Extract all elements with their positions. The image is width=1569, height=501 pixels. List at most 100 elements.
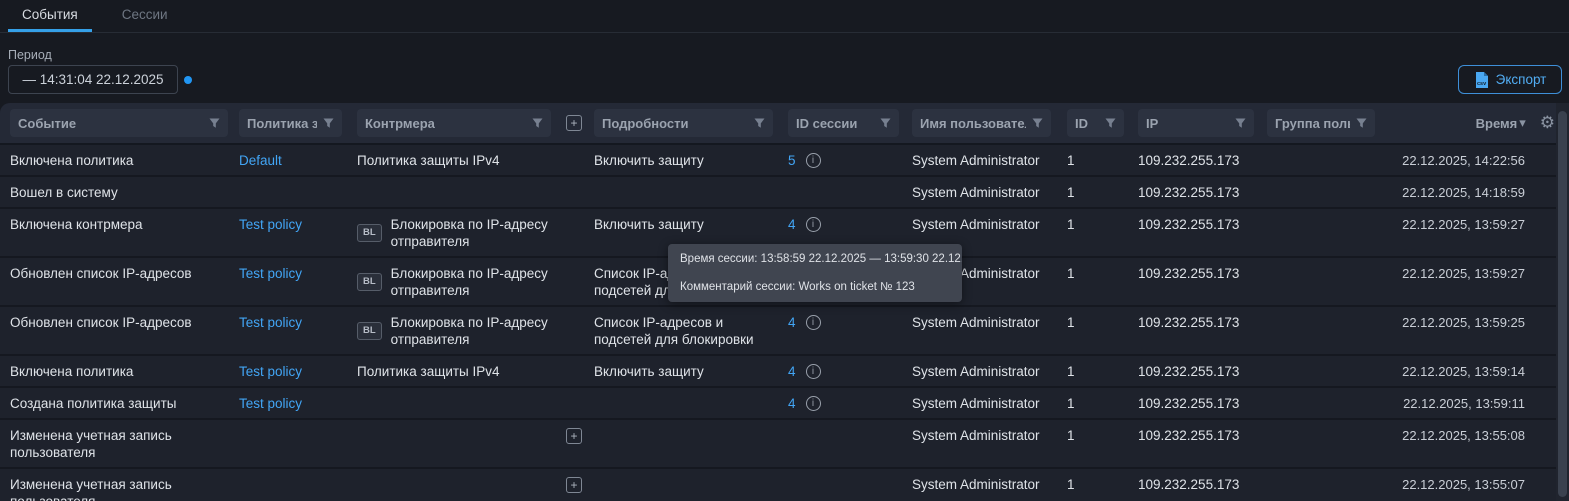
table-row[interactable]: Создана политика защиты Test policy 4 Sy… — [0, 388, 1569, 420]
period-value: — 14:31:04 22.12.2025 — [22, 72, 164, 87]
expand-column-button[interactable] — [566, 115, 582, 131]
table-row[interactable]: Изменена учетная запись пользователя Sys… — [0, 469, 1569, 501]
user-id-cell: 1 — [1067, 477, 1075, 492]
user-id-cell: 1 — [1067, 185, 1075, 200]
countermeasure-cell: Блокировка по IP-адресу отправителя — [390, 266, 548, 298]
ip-cell: 109.232.255.173 — [1138, 266, 1240, 281]
ip-cell: 109.232.255.173 — [1138, 396, 1240, 411]
details-cell: Включить защиту — [594, 153, 704, 168]
policy-link[interactable]: Default — [239, 153, 282, 168]
username-cell: System Administrator — [912, 185, 1040, 200]
policy-link[interactable]: Test policy — [239, 266, 303, 281]
table-row[interactable]: Изменена учетная запись пользователя Sys… — [0, 420, 1569, 469]
tab-sessions[interactable]: Сессии — [108, 0, 182, 32]
info-circle-icon[interactable] — [805, 217, 821, 232]
event-cell: Обновлен список IP-адресов — [10, 266, 192, 281]
tab-events-label: События — [22, 7, 78, 22]
time-cell: 22.12.2025, 13:59:11 — [1403, 396, 1525, 411]
gear-icon[interactable] — [1540, 115, 1555, 132]
user-id-cell: 1 — [1067, 364, 1075, 379]
user-id-cell: 1 — [1067, 396, 1075, 411]
filter-chip-ip[interactable]: IP — [1138, 109, 1254, 137]
filter-icon[interactable] — [1032, 118, 1043, 129]
filter-chip-user-group[interactable]: Группа пользователей — [1267, 109, 1375, 137]
ip-cell: 109.232.255.173 — [1138, 477, 1240, 492]
policy-link[interactable]: Test policy — [239, 364, 303, 379]
policy-link[interactable]: Test policy — [239, 315, 303, 330]
period-active-indicator — [184, 76, 192, 84]
info-circle-icon[interactable] — [805, 396, 821, 411]
filter-chip-countermeasure[interactable]: Контрмера — [357, 109, 551, 137]
event-cell: Включена контрмера — [10, 217, 143, 232]
user-id-cell: 1 — [1067, 217, 1075, 232]
info-circle-icon[interactable] — [805, 364, 821, 379]
user-id-cell: 1 — [1067, 428, 1075, 443]
filter-icon[interactable] — [754, 118, 765, 129]
export-button[interactable]: csv Экспорт — [1458, 65, 1562, 94]
table-row[interactable]: Включена политика Default Политика защит… — [0, 145, 1569, 177]
table-row[interactable]: Включена политика Test policy Политика з… — [0, 356, 1569, 388]
user-id-cell: 1 — [1067, 266, 1075, 281]
ip-cell: 109.232.255.173 — [1138, 153, 1240, 168]
event-cell: Изменена учетная запись пользователя — [10, 428, 172, 460]
expand-row-button[interactable] — [566, 428, 582, 444]
countermeasure-badge: BL — [357, 273, 382, 291]
table-row[interactable]: Вошел в систему System Administrator 1 1… — [0, 177, 1569, 209]
username-cell: System Administrator — [912, 364, 1040, 379]
filter-chip-event[interactable]: Событие — [10, 109, 228, 137]
time-cell: 22.12.2025, 13:59:27 — [1402, 217, 1525, 232]
info-circle-icon[interactable] — [805, 153, 821, 168]
events-table: Событие Политика защиты Контрмера — [0, 103, 1569, 501]
session-id-link[interactable]: 5 — [788, 153, 796, 168]
filter-icon[interactable] — [880, 118, 891, 129]
session-id-link[interactable]: 4 — [788, 364, 796, 379]
caret-down-icon — [1519, 115, 1526, 131]
details-cell: Включить защиту — [594, 364, 704, 379]
expand-row-button[interactable] — [566, 477, 582, 493]
tab-events[interactable]: События — [8, 0, 92, 32]
countermeasure-badge: BL — [357, 322, 382, 340]
time-cell: 22.12.2025, 13:59:27 — [1402, 266, 1525, 281]
policy-link[interactable]: Test policy — [239, 217, 303, 232]
time-cell: 22.12.2025, 13:59:14 — [1402, 364, 1525, 379]
details-cell: Список IP-адресов и подсетей для блокиро… — [594, 315, 754, 347]
username-cell: System Administrator — [912, 217, 1040, 232]
svg-text:csv: csv — [1477, 81, 1487, 87]
filter-icon[interactable] — [532, 118, 543, 129]
table-row[interactable]: Обновлен список IP-адресов Test policy B… — [0, 307, 1569, 356]
info-circle-icon[interactable] — [805, 315, 821, 330]
countermeasure-badge: BL — [357, 224, 382, 242]
username-cell: System Administrator — [912, 396, 1040, 411]
time-cell: 22.12.2025, 14:18:59 — [1402, 185, 1525, 200]
filter-chip-details[interactable]: Подробности — [594, 109, 773, 137]
filter-icon[interactable] — [209, 118, 220, 129]
filter-chip-policy[interactable]: Политика защиты — [239, 109, 342, 137]
username-cell: System Administrator — [912, 428, 1040, 443]
scrollbar-thumb[interactable] — [1558, 111, 1567, 497]
session-id-link[interactable]: 4 — [788, 217, 796, 232]
time-sort-header[interactable]: Время — [1476, 115, 1526, 131]
period-range-input[interactable]: — 14:31:04 22.12.2025 — [8, 65, 178, 94]
filter-chip-session-id[interactable]: ID сессии — [788, 109, 899, 137]
filter-chip-id[interactable]: ID — [1067, 109, 1124, 137]
filter-icon[interactable] — [1356, 118, 1367, 129]
ip-cell: 109.232.255.173 — [1138, 428, 1240, 443]
countermeasure-cell: Блокировка по IP-адресу отправителя — [390, 217, 548, 249]
filter-chip-username[interactable]: Имя пользователя — [912, 109, 1051, 137]
event-cell: Включена политика — [10, 364, 134, 379]
username-cell: System Administrator — [912, 315, 1040, 330]
event-cell: Обновлен список IP-адресов — [10, 315, 192, 330]
session-id-link[interactable]: 4 — [788, 396, 796, 411]
policy-link[interactable]: Test policy — [239, 396, 303, 411]
vertical-scrollbar[interactable] — [1556, 103, 1569, 501]
filter-icon[interactable] — [323, 118, 334, 129]
username-cell: System Administrator — [912, 477, 1040, 492]
period-label: Период — [8, 48, 52, 62]
countermeasure-cell: Блокировка по IP-адресу отправителя — [390, 315, 548, 347]
ip-cell: 109.232.255.173 — [1138, 185, 1240, 200]
session-id-link[interactable]: 4 — [788, 315, 796, 330]
filter-icon[interactable] — [1105, 118, 1116, 129]
csv-file-icon: csv — [1474, 71, 1489, 88]
filter-icon[interactable] — [1235, 118, 1246, 129]
time-cell: 22.12.2025, 14:22:56 — [1402, 153, 1525, 168]
